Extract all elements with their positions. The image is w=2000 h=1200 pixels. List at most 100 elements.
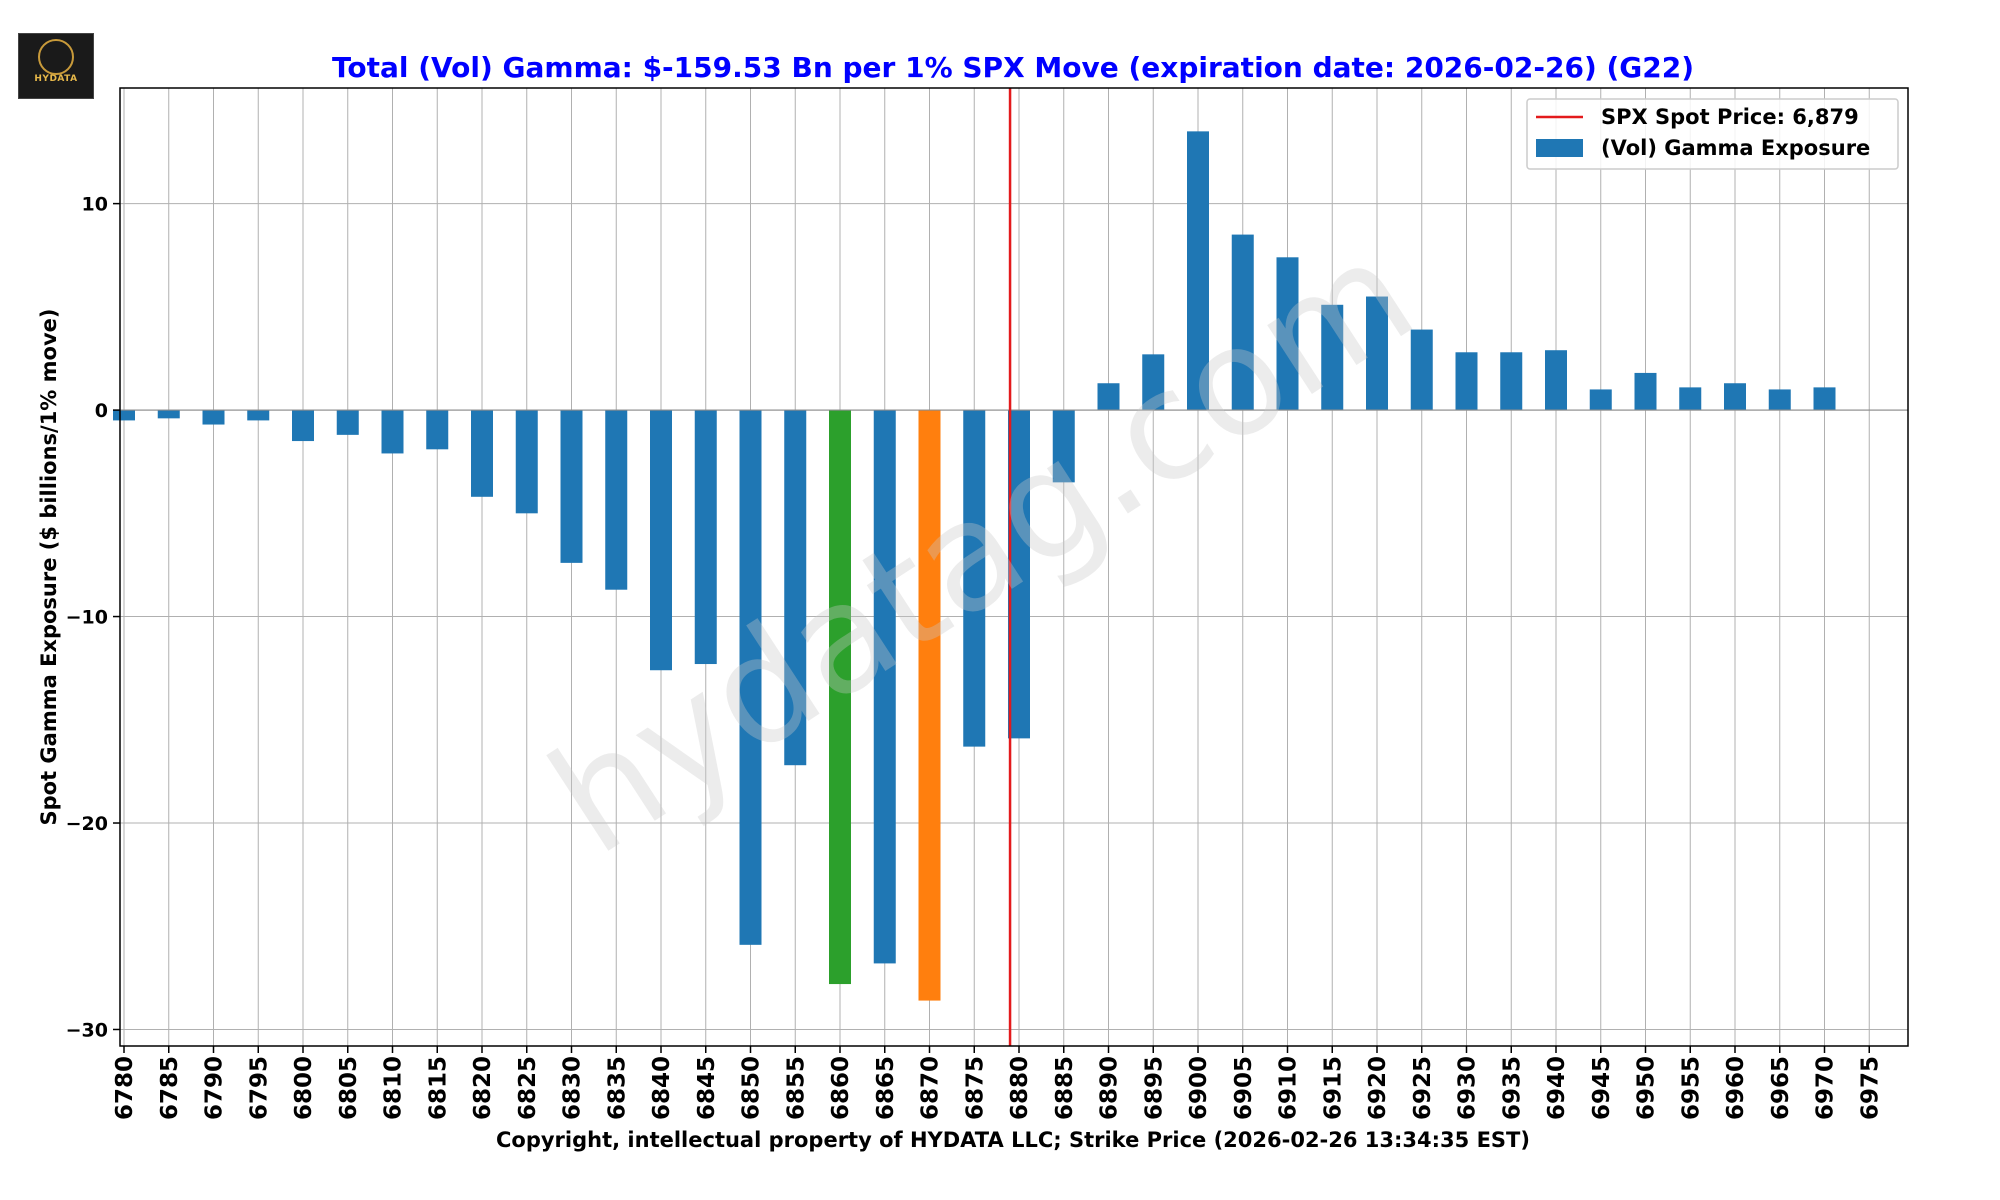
y-axis-label: Spot Gamma Exposure ($ billions/1% move) xyxy=(37,309,61,826)
chart-title: Total (Vol) Gamma: $-159.53 Bn per 1% SP… xyxy=(332,51,1694,84)
x-axis-label: Copyright, intellectual property of HYDA… xyxy=(496,1128,1530,1152)
bar-6850 xyxy=(739,410,762,945)
x-tick-label: 6925 xyxy=(1410,1056,1436,1120)
x-tick-label: 6910 xyxy=(1276,1056,1302,1120)
bar-6830 xyxy=(560,410,583,563)
x-tick-label: 6820 xyxy=(470,1056,496,1120)
bar-6865 xyxy=(873,410,896,964)
x-tick-label: 6875 xyxy=(962,1056,988,1120)
bar-6895 xyxy=(1142,354,1165,411)
plot-frame xyxy=(119,87,1909,1047)
bar-6800 xyxy=(292,410,314,442)
bar-6930 xyxy=(1455,352,1478,411)
bar-6820 xyxy=(471,410,493,497)
bar-6855 xyxy=(784,410,807,766)
x-tick-label: 6900 xyxy=(1186,1056,1212,1120)
bar-6780 xyxy=(113,410,135,421)
bar-6890 xyxy=(1097,383,1120,411)
x-tick-label: 6940 xyxy=(1544,1056,1570,1120)
bar-6970 xyxy=(1813,387,1836,411)
bar-6795 xyxy=(247,410,270,421)
bar-6945 xyxy=(1589,389,1612,411)
bar-6870 xyxy=(918,410,941,1001)
bar-6925 xyxy=(1410,329,1433,411)
x-tick-label: 6835 xyxy=(604,1056,630,1120)
x-tick-label: 6795 xyxy=(246,1056,272,1120)
y-tick-label: −30 xyxy=(66,1019,108,1041)
bar-6880 xyxy=(1008,410,1030,739)
bar-6920 xyxy=(1366,296,1388,411)
x-tick-label: 6790 xyxy=(202,1056,228,1120)
x-tick-label: 6975 xyxy=(1857,1056,1883,1120)
legend: SPX Spot Price: 6,879 (Vol) Gamma Exposu… xyxy=(1526,98,1899,170)
legend-box xyxy=(1526,98,1899,170)
bar-6810 xyxy=(381,410,404,454)
x-tick-label: 6845 xyxy=(694,1056,720,1120)
bar-6935 xyxy=(1500,352,1523,411)
x-tick-label: 6815 xyxy=(425,1056,451,1120)
x-tick-label: 6800 xyxy=(291,1056,317,1120)
legend-bar-label: (Vol) Gamma Exposure xyxy=(1601,136,1870,160)
bar-6805 xyxy=(336,410,359,435)
x-tick-label: 6960 xyxy=(1723,1056,1749,1120)
bar-6950 xyxy=(1634,372,1657,411)
bar-6960 xyxy=(1724,383,1746,411)
x-tick-label: 6905 xyxy=(1231,1056,1257,1120)
x-tick-label: 6810 xyxy=(381,1056,407,1120)
y-tick-label: −10 xyxy=(66,607,108,629)
x-tick-label: 6830 xyxy=(560,1056,586,1120)
bar-6875 xyxy=(963,410,986,747)
x-tick-label: 6785 xyxy=(157,1056,183,1120)
bar-6845 xyxy=(694,410,717,665)
x-tick-label: 6920 xyxy=(1365,1056,1391,1120)
x-axis-ticks: 6780 6785 6790 6795 6800 6805 6810 6815 6820 6825… xyxy=(112,1046,1883,1120)
x-tick-label: 6965 xyxy=(1768,1056,1794,1120)
bar-6790 xyxy=(202,410,225,425)
bar-6885 xyxy=(1052,410,1075,483)
bar-6940 xyxy=(1545,350,1567,411)
x-tick-label: 6890 xyxy=(1097,1056,1123,1120)
hydata-logo: HYDATA xyxy=(18,33,94,99)
x-tick-label: 6955 xyxy=(1678,1056,1704,1120)
y-tick-label: −20 xyxy=(66,813,108,835)
bar-6825 xyxy=(515,410,538,514)
bar-6905 xyxy=(1231,234,1254,411)
bar-6955 xyxy=(1679,387,1702,411)
x-tick-label: 6865 xyxy=(873,1056,899,1120)
bar-6785 xyxy=(157,410,180,419)
x-tick-label: 6950 xyxy=(1634,1056,1660,1120)
x-tick-label: 6825 xyxy=(515,1056,541,1120)
bar-6860 xyxy=(829,410,851,985)
x-tick-label: 6855 xyxy=(783,1056,809,1120)
bar-6840 xyxy=(650,410,672,671)
legend-bar-swatch xyxy=(1536,139,1583,157)
y-tick-label: 10 xyxy=(82,194,108,216)
bar-6965 xyxy=(1768,389,1791,411)
x-tick-label: 6945 xyxy=(1589,1056,1615,1120)
x-tick-label: 6880 xyxy=(1007,1056,1033,1120)
legend-spot-label: SPX Spot Price: 6,879 xyxy=(1601,105,1859,129)
x-tick-label: 6860 xyxy=(828,1056,854,1120)
bar-series xyxy=(113,131,1836,1001)
bar-6835 xyxy=(605,410,628,590)
bar-6910 xyxy=(1276,257,1299,411)
x-tick-label: 6870 xyxy=(918,1056,944,1120)
x-tick-label: 6930 xyxy=(1455,1056,1481,1120)
x-tick-label: 6805 xyxy=(336,1056,362,1120)
y-axis-ticks: 10 0 −10 −20 −30 xyxy=(66,194,120,1041)
x-tick-label: 6885 xyxy=(1052,1056,1078,1120)
y-tick-label: 0 xyxy=(95,400,108,422)
logo-text: HYDATA xyxy=(34,74,78,84)
x-tick-label: 6895 xyxy=(1141,1056,1167,1120)
logo-emblem-icon xyxy=(38,39,74,75)
x-tick-label: 6850 xyxy=(739,1056,765,1120)
bar-6915 xyxy=(1321,304,1344,411)
bar-6900 xyxy=(1187,131,1209,411)
x-tick-label: 6970 xyxy=(1813,1056,1839,1120)
x-tick-label: 6915 xyxy=(1320,1056,1346,1120)
x-tick-label: 6935 xyxy=(1499,1056,1525,1120)
x-tick-label: 6780 xyxy=(112,1056,138,1120)
x-tick-label: 6840 xyxy=(649,1056,675,1120)
bar-6815 xyxy=(426,410,449,450)
